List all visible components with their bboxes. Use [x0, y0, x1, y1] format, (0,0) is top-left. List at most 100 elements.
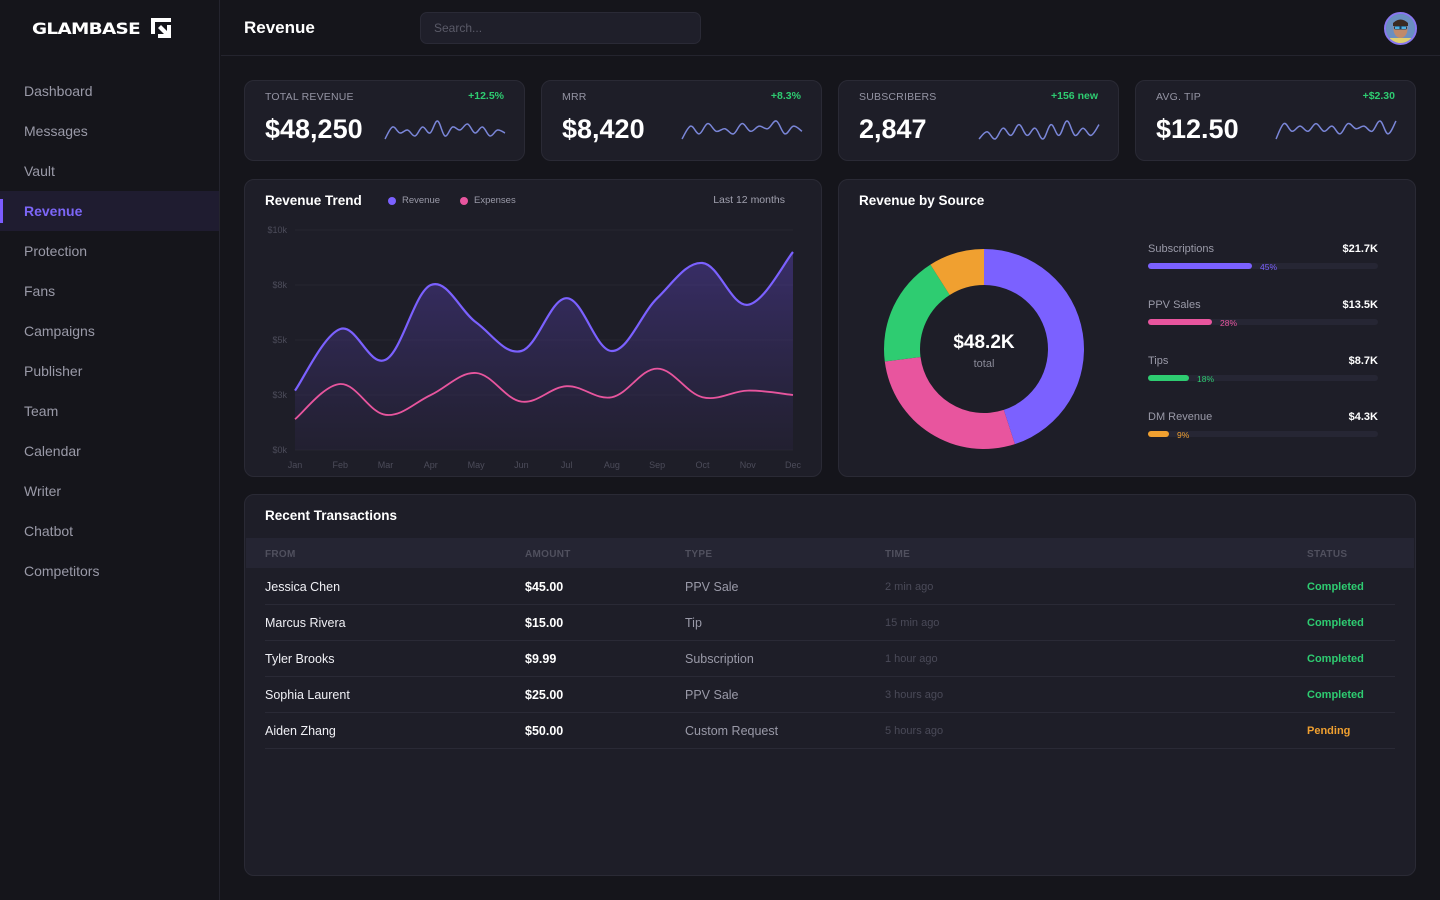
x-tick-label: Aug: [604, 460, 620, 470]
column-header-from[interactable]: FROM: [265, 549, 296, 560]
sidebar-item-publisher[interactable]: Publisher: [0, 351, 219, 391]
revenue-trend-card: $0k $3k $5k $8k $10k Jan Feb Mar Apr May Jun Jul Aug…: [244, 179, 822, 477]
sidebar-item-protection[interactable]: Protection: [0, 231, 219, 271]
stat-label: SUBSCRIBERS: [859, 91, 937, 103]
revenue-line: [294, 251, 794, 392]
source-progress-fill: [1148, 431, 1169, 437]
source-progress-track: [1148, 375, 1378, 381]
transaction-time: 1 hour ago: [885, 653, 938, 665]
stat-label: MRR: [562, 91, 587, 103]
legend-revenue-label: Revenue: [402, 195, 441, 206]
table-row[interactable]: Sophia Laurent $25.00 PPV Sale 3 hours ago C…: [265, 677, 1395, 713]
sidebar-item-vault[interactable]: Vault: [0, 151, 219, 191]
source-row-dm-revenue[interactable]: DM Revenue $4.3K 9%: [1148, 411, 1378, 451]
sparkline-path: [1275, 120, 1397, 140]
sidebar-item-team[interactable]: Team: [0, 391, 219, 431]
source-row-ppv-sales[interactable]: PPV Sales $13.5K 28%: [1148, 299, 1378, 339]
donut-total-label: total: [973, 358, 995, 370]
revenue-by-source-card: Revenue by Source $48.2K total Subscript…: [838, 179, 1416, 477]
y-tick-label: $0k: [272, 445, 287, 455]
transaction-amount: $25.00: [525, 688, 564, 702]
column-header-time[interactable]: TIME: [885, 549, 911, 560]
top-header: Revenue: [221, 0, 1440, 56]
sidebar-item-label: Protection: [24, 243, 88, 259]
source-progress-track: [1148, 431, 1378, 437]
column-header-status[interactable]: STATUS: [1307, 549, 1348, 560]
sidebar-item-chatbot[interactable]: Chatbot: [0, 511, 219, 551]
stat-card-total-revenue[interactable]: TOTAL REVENUE +12.5% $48,250: [244, 80, 525, 161]
stat-label: TOTAL REVENUE: [265, 91, 354, 103]
sidebar-item-fans[interactable]: Fans: [0, 271, 219, 311]
sidebar-nav: Dashboard Messages Vault Revenue Protection F…: [0, 71, 219, 591]
transaction-from: Marcus Rivera: [265, 616, 346, 630]
user-avatar[interactable]: [1384, 12, 1417, 45]
source-progress-fill: [1148, 319, 1212, 325]
x-tick-label: Mar: [378, 460, 394, 470]
transaction-amount: $15.00: [525, 616, 564, 630]
sparkline: [1275, 120, 1397, 140]
sidebar-item-calendar[interactable]: Calendar: [0, 431, 219, 471]
transaction-from: Aiden Zhang: [265, 724, 336, 738]
source-progress-track: [1148, 263, 1378, 269]
stat-card-subscribers[interactable]: SUBSCRIBERS +156 new 2,847: [838, 80, 1119, 161]
x-tick-label: Dec: [785, 460, 802, 470]
transactions-table-header: FROM AMOUNT TYPE TIME STATUS: [246, 538, 1414, 568]
sidebar-item-campaigns[interactable]: Campaigns: [0, 311, 219, 351]
source-row-tips[interactable]: Tips $8.7K 18%: [1148, 355, 1378, 395]
donut-slice-tips[interactable]: [884, 264, 950, 362]
transaction-time: 15 min ago: [885, 617, 940, 629]
source-name: Tips: [1148, 355, 1169, 367]
sidebar-item-revenue[interactable]: Revenue: [0, 191, 219, 231]
search-input[interactable]: [420, 12, 701, 44]
donut-total-value: $48.2K: [953, 332, 1015, 353]
source-amount: $4.3K: [1348, 411, 1378, 423]
brand-logo[interactable]: GLAMBASE: [32, 16, 172, 40]
transaction-type: PPV Sale: [685, 580, 739, 594]
transaction-type: Subscription: [685, 652, 754, 666]
sidebar-item-writer[interactable]: Writer: [0, 471, 219, 511]
donut-slice-dm-revenue[interactable]: [930, 249, 984, 295]
table-row[interactable]: Aiden Zhang $50.00 Custom Request 5 hours a…: [265, 713, 1395, 749]
stat-card-mrr[interactable]: MRR +8.3% $8,420: [541, 80, 822, 161]
legend-expenses-swatch: [460, 196, 468, 205]
sidebar-item-competitors[interactable]: Competitors: [0, 551, 219, 591]
range-selector[interactable]: Last 12 months: [713, 194, 785, 206]
donut-slice-ppv-sales[interactable]: [884, 357, 1015, 449]
column-header-amount[interactable]: AMOUNT: [525, 549, 571, 560]
stat-value: $12.50: [1156, 114, 1239, 144]
legend-revenue[interactable]: Revenue: [388, 195, 440, 206]
stat-value: $48,250: [265, 114, 363, 144]
source-name: PPV Sales: [1148, 299, 1201, 311]
source-name: DM Revenue: [1148, 411, 1213, 423]
sidebar-item-label: Vault: [24, 163, 55, 179]
legend-expenses[interactable]: Expenses: [460, 195, 516, 206]
source-name: Subscriptions: [1148, 243, 1215, 255]
table-row[interactable]: Marcus Rivera $15.00 Tip 15 min ago Complete…: [265, 605, 1395, 641]
recent-transactions-card: Recent Transactions FROM AMOUNT TYPE TIM…: [244, 494, 1416, 876]
table-row[interactable]: Jessica Chen $45.00 PPV Sale 2 min ago Compl…: [265, 569, 1395, 605]
donut-svg: [884, 249, 1084, 449]
column-header-type[interactable]: TYPE: [685, 549, 713, 560]
sidebar-item-label: Chatbot: [24, 523, 74, 539]
stat-card-avg-tip[interactable]: AVG. TIP +$2.30 $12.50: [1135, 80, 1416, 161]
source-amount: $13.5K: [1342, 299, 1378, 311]
sidebar-item-dashboard[interactable]: Dashboard: [0, 71, 219, 111]
y-tick-label: $5k: [272, 335, 287, 345]
sidebar-item-label: Team: [24, 403, 59, 419]
x-tick-label: Apr: [424, 460, 438, 470]
sidebar-item-messages[interactable]: Messages: [0, 111, 219, 151]
y-tick-label: $3k: [272, 390, 287, 400]
source-row-subscriptions[interactable]: Subscriptions $21.7K 45%: [1148, 243, 1378, 283]
sidebar-item-label: Competitors: [24, 563, 100, 579]
source-percent: 18%: [1197, 374, 1215, 384]
stat-delta-badge: +156 new: [1051, 90, 1098, 102]
x-tick-label: Oct: [695, 460, 710, 470]
transaction-type: PPV Sale: [685, 688, 739, 702]
table-row[interactable]: Tyler Brooks $9.99 Subscription 1 hour ago C…: [265, 641, 1395, 677]
source-percent: 9%: [1177, 430, 1190, 440]
revenue-trend-chart: $0k $3k $5k $8k $10k Jan Feb Mar Apr May Jun Jul Aug…: [267, 225, 802, 470]
donut-slice-subscriptions[interactable]: [984, 249, 1084, 445]
sparkline-path: [384, 120, 506, 140]
donut-chart: $48.2K total: [883, 248, 1085, 450]
transaction-from: Sophia Laurent: [265, 688, 350, 702]
